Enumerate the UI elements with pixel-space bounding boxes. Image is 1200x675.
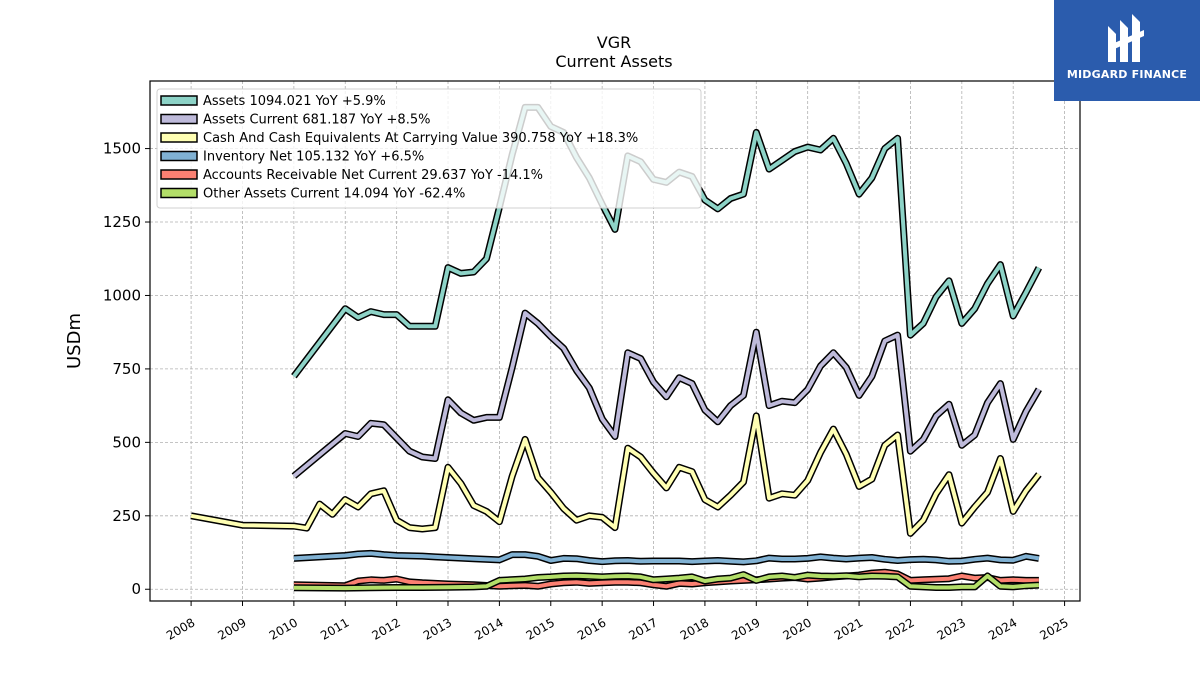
y-tick-label: 500	[112, 433, 141, 451]
legend-entry: Assets 1094.021 YoY +5.9%	[203, 94, 386, 109]
x-tick-label: 2015	[524, 615, 557, 642]
chart-subtitle: Current Assets	[555, 52, 672, 71]
brand-name: MIDGARD FINANCE	[1066, 68, 1188, 81]
y-tick-label: 250	[112, 507, 141, 525]
x-tick-label: 2018	[678, 615, 711, 642]
logo-mark-icon	[1108, 14, 1144, 62]
x-tick-label: 2008	[164, 615, 197, 642]
legend-entry: Other Assets Current 14.094 YoY -62.4%	[203, 187, 465, 202]
x-tick-label: 2010	[267, 615, 300, 642]
x-tick-label: 2019	[729, 615, 762, 642]
series-line	[190, 413, 1041, 536]
x-tick-label: 2011	[318, 615, 351, 642]
legend-box	[156, 88, 702, 209]
x-tick-label: 2012	[369, 615, 402, 642]
series-inventory-net	[293, 549, 1040, 566]
legend-swatch	[160, 169, 198, 180]
legend-swatch	[160, 187, 198, 199]
plot-frame	[149, 80, 1081, 602]
x-tick-label: 2022	[883, 615, 916, 642]
legend-entry: Inventory Net 105.132 YoY +6.5%	[203, 150, 424, 165]
legend-swatch	[160, 95, 198, 106]
chart-title: VGR	[597, 33, 631, 52]
legend-swatch	[160, 113, 198, 125]
y-tick-label: 1000	[103, 286, 141, 304]
legend-swatch	[160, 132, 198, 143]
x-tick-label: 2024	[986, 615, 1019, 642]
legend-entry: Assets Current 681.187 YoY +8.5%	[203, 113, 430, 128]
series-cash-and-cash-equivalents-at-carrying-value	[190, 412, 1042, 537]
x-tick-label: 2013	[421, 615, 454, 642]
legend-entry: Accounts Receivable Net Current 29.637 Y…	[203, 168, 543, 183]
series-other-assets-current	[293, 571, 1040, 592]
x-tick-label: 2023	[935, 615, 968, 642]
legend-swatch	[160, 150, 198, 162]
legend: Assets 1094.021 YoY +5.9% Assets Current …	[156, 88, 702, 209]
y-tick-label: 0	[131, 580, 141, 598]
y-tick-label: 1500	[103, 140, 141, 158]
brand-logo: MIDGARD FINANCE	[1054, 0, 1200, 101]
y-axis-label: USDm	[64, 313, 85, 369]
x-tick-label: 2020	[781, 615, 814, 642]
y-tick-label: 1250	[103, 213, 141, 231]
x-tick-label: 2021	[832, 615, 865, 642]
series-line	[292, 311, 1041, 478]
plot-area	[190, 103, 1043, 592]
x-tick-label: 2016	[575, 615, 608, 642]
x-tick-label: 2014	[472, 615, 505, 642]
x-tick-label: 2017	[626, 615, 659, 642]
series-assets-current	[291, 309, 1042, 479]
series-line	[293, 572, 1039, 591]
x-tick-label: 2009	[215, 615, 248, 642]
legend-entry: Cash And Cash Equivalents At Carrying Va…	[203, 131, 638, 146]
series-line	[293, 551, 1040, 564]
x-tick-label: 2025	[1037, 615, 1070, 642]
y-tick-label: 750	[112, 360, 141, 378]
